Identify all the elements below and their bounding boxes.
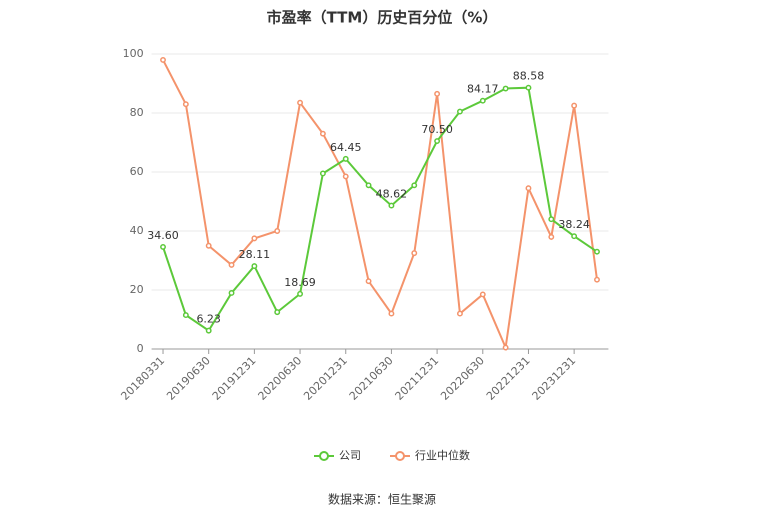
point: [594, 276, 600, 283]
source: 数据来源：恒生聚源: [328, 492, 436, 507]
data-label: 34.60: [147, 229, 179, 242]
point: [388, 310, 395, 317]
point: [434, 90, 441, 97]
point: [205, 242, 212, 249]
x-tick-label: 20211231: [393, 354, 442, 403]
x-tick-label: 20191231: [210, 354, 259, 403]
point: [297, 290, 304, 297]
x-tick-label: 20201231: [301, 354, 350, 403]
point: [365, 278, 372, 285]
data-label: 28.11: [239, 248, 271, 261]
point: [479, 291, 486, 298]
point: [456, 108, 463, 115]
data-label: 48.62: [376, 188, 408, 201]
point: [388, 202, 395, 209]
point: [525, 84, 532, 91]
point: [251, 235, 258, 242]
data-label: 38.24: [558, 218, 590, 231]
x-tick-label: 20210630: [347, 354, 396, 403]
x-tick-label: 20180331: [118, 354, 167, 403]
point: [228, 290, 235, 296]
point: [228, 261, 235, 268]
data-label: 18.69: [284, 276, 316, 289]
data-label: 84.17: [467, 83, 499, 96]
y-tick-label: 100: [123, 47, 144, 60]
point: [274, 309, 281, 316]
point: [274, 228, 281, 234]
series-line: [162, 86, 598, 333]
legend-label: 行业中位数: [415, 448, 470, 462]
point: [571, 102, 578, 109]
data-label: 70.50: [421, 123, 453, 136]
point: [434, 138, 441, 144]
point: [365, 182, 372, 189]
point: [342, 155, 349, 162]
point: [502, 85, 509, 92]
x-tick-label: 20220630: [438, 354, 487, 403]
legend-label: 公司: [339, 449, 361, 462]
y-tick-label: 60: [130, 165, 144, 178]
data-label: 88.58: [513, 70, 545, 83]
y-tick-label: 40: [130, 224, 144, 237]
point: [548, 233, 555, 240]
point: [525, 185, 532, 192]
x-tick-label: 20231231: [530, 354, 579, 403]
point: [342, 173, 349, 180]
point: [456, 310, 463, 317]
y-tick-label: 0: [137, 342, 144, 355]
point: [205, 327, 212, 334]
point: [182, 312, 189, 319]
y-tick-label: 80: [130, 106, 144, 119]
point: [251, 263, 258, 270]
point: [594, 248, 600, 255]
point: [319, 170, 326, 177]
point: [411, 182, 418, 189]
chart-title: 市盈率（TTM）历史百分位（%）: [267, 9, 498, 27]
data-label: 64.45: [330, 141, 362, 154]
point: [160, 243, 166, 250]
legend-marker: [395, 451, 405, 461]
point: [502, 344, 509, 351]
series-line: [162, 59, 598, 352]
point: [548, 216, 555, 223]
point: [182, 101, 189, 108]
point: [479, 97, 486, 104]
point: [319, 130, 326, 137]
point: [571, 233, 578, 240]
point: [411, 250, 418, 257]
y-tick-label: 20: [130, 283, 144, 296]
x-tick-label: 20221231: [484, 354, 533, 403]
x-tick-label: 20200630: [256, 354, 305, 403]
point: [160, 56, 166, 63]
legend-marker: [319, 451, 329, 461]
x-tick-label: 20190630: [164, 354, 213, 403]
data-label: 6.23: [196, 313, 221, 326]
point: [297, 99, 304, 106]
